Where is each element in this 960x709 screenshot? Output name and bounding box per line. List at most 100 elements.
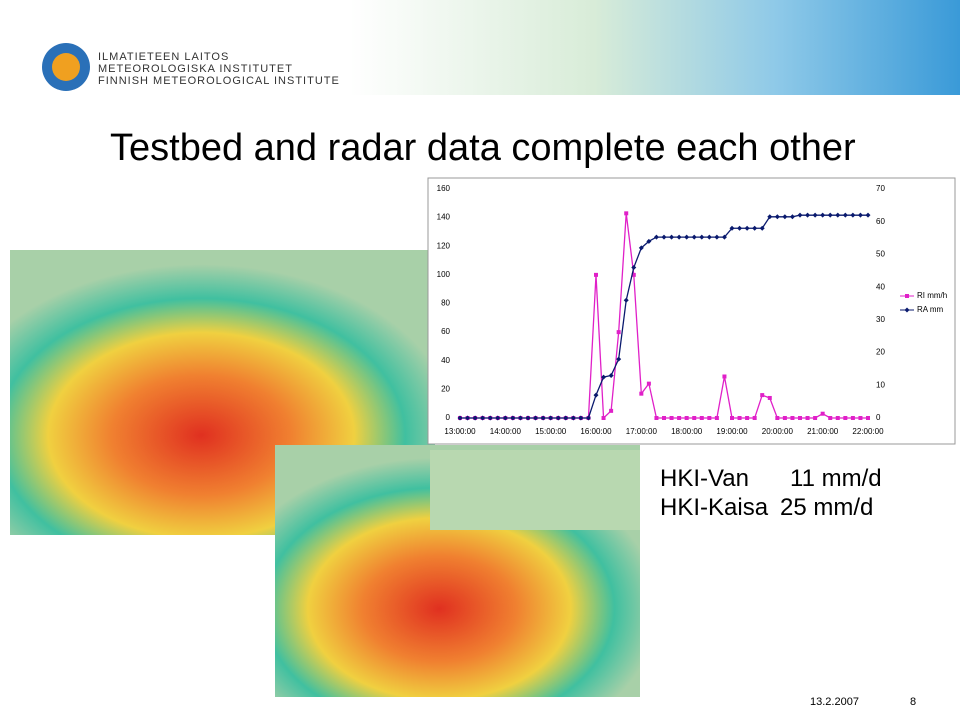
- point: [721, 234, 727, 240]
- point: [457, 415, 463, 421]
- point: [828, 416, 833, 420]
- legend-label: RA mm: [917, 305, 944, 314]
- y-tick-label: 0: [446, 413, 451, 422]
- x-tick-label: 20:00:00: [762, 427, 794, 436]
- point: [798, 416, 802, 420]
- point: [616, 330, 621, 335]
- y2-tick-label: 30: [876, 315, 885, 324]
- point: [827, 212, 833, 218]
- point: [843, 416, 848, 420]
- y-tick-label: 160: [437, 184, 451, 193]
- point: [609, 408, 614, 413]
- station-name: HKI-Kaisa: [660, 494, 769, 521]
- point: [699, 416, 704, 420]
- x-tick-label: 13:00:00: [444, 427, 476, 436]
- point: [525, 415, 531, 421]
- legend-marker: [904, 307, 910, 313]
- point: [865, 212, 871, 218]
- point: [487, 415, 493, 421]
- point: [782, 214, 788, 220]
- point: [548, 415, 554, 421]
- point: [624, 211, 629, 216]
- point: [669, 416, 674, 420]
- y-tick-label: 40: [441, 356, 450, 365]
- point: [677, 416, 682, 420]
- y-tick-label: 80: [441, 299, 450, 308]
- point: [820, 411, 825, 416]
- legend-marker: [905, 294, 909, 298]
- point: [812, 212, 818, 218]
- point: [813, 416, 818, 420]
- point: [775, 416, 780, 420]
- point: [820, 212, 826, 218]
- point: [714, 234, 720, 240]
- point: [662, 416, 666, 420]
- x-tick-label: 14:00:00: [490, 427, 522, 436]
- point: [729, 225, 735, 231]
- point: [639, 391, 644, 396]
- y-tick-label: 100: [437, 270, 451, 279]
- banner: [350, 0, 960, 95]
- point: [691, 234, 697, 240]
- point: [570, 415, 576, 421]
- y2-tick-label: 50: [876, 250, 885, 259]
- y-tick-label: 20: [441, 384, 450, 393]
- x-tick-label: 21:00:00: [807, 427, 839, 436]
- x-tick-label: 17:00:00: [626, 427, 658, 436]
- point: [465, 415, 471, 421]
- point: [533, 415, 539, 421]
- point: [495, 415, 501, 421]
- point: [782, 416, 787, 420]
- y2-tick-label: 40: [876, 282, 885, 291]
- point: [684, 416, 689, 420]
- point: [744, 225, 750, 231]
- point: [594, 272, 598, 277]
- y-tick-label: 140: [437, 213, 451, 222]
- point: [502, 415, 508, 421]
- chart-area: [427, 177, 956, 445]
- point: [555, 415, 561, 421]
- point: [850, 416, 855, 420]
- point: [601, 374, 607, 380]
- point: [661, 234, 667, 240]
- footer-date: 13.2.2007: [810, 696, 859, 708]
- point: [608, 372, 614, 378]
- point: [858, 416, 863, 420]
- station-name: HKI-Van: [660, 465, 749, 492]
- x-tick-label: 16:00:00: [580, 427, 612, 436]
- x-tick-label: 18:00:00: [671, 427, 703, 436]
- point: [745, 416, 750, 420]
- point: [517, 415, 523, 421]
- x-tick-label: 19:00:00: [716, 427, 748, 436]
- point: [714, 416, 719, 420]
- point: [631, 272, 636, 277]
- point: [752, 225, 758, 231]
- logo-text: ILMATIETEEN LAITOS: [98, 51, 229, 63]
- point: [797, 212, 803, 218]
- point: [767, 214, 773, 220]
- point: [480, 415, 486, 421]
- point: [835, 416, 840, 420]
- point: [692, 416, 697, 420]
- y2-tick-label: 0: [876, 413, 881, 422]
- point: [646, 381, 651, 386]
- legend-label: RI mm/h: [917, 291, 947, 300]
- point: [616, 356, 622, 362]
- point: [510, 415, 516, 421]
- title: Testbed and radar data complete each oth…: [110, 127, 856, 169]
- point: [789, 214, 795, 220]
- point: [774, 214, 780, 220]
- y2-tick-label: 70: [876, 184, 885, 193]
- point: [767, 395, 772, 400]
- point: [646, 238, 652, 244]
- point: [707, 416, 712, 420]
- point: [684, 234, 690, 240]
- x-tick-label: 22:00:00: [852, 427, 884, 436]
- y-tick-label: 60: [441, 327, 450, 336]
- point: [631, 265, 637, 271]
- point: [601, 416, 606, 420]
- point: [759, 225, 765, 231]
- point: [654, 416, 659, 420]
- point: [706, 234, 712, 240]
